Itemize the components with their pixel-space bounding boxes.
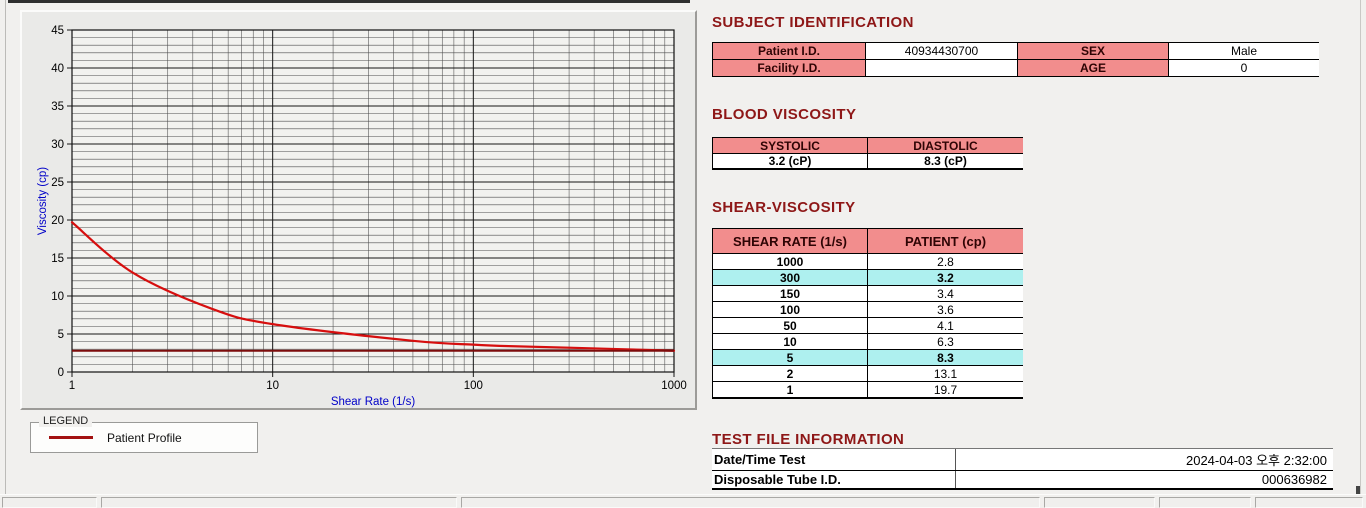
status-panel <box>461 497 1040 508</box>
left-window-edge <box>5 0 6 494</box>
age-label: AGE <box>1017 59 1168 76</box>
patient-cp-cell: 19.7 <box>867 381 1023 397</box>
legend-title: LEGEND <box>39 415 93 427</box>
shear-viscosity-chart: 0 5 10 15 20 25 30 35 40 45 1 10 100 1000 Shear Rate (… <box>37 25 687 408</box>
sex-value: Male <box>1168 42 1319 59</box>
patient-cp-header: PATIENT (cp) <box>867 228 1023 253</box>
svg-text:15: 15 <box>51 253 64 265</box>
table-row: Disposable Tube I.D. 000636982 <box>712 471 1333 488</box>
shear-row: 1 19.7 <box>712 381 1023 397</box>
shear-viscosity-table: SHEAR RATE (1/s) PATIENT (cp) 1000 2.8 300… <box>712 228 1023 399</box>
date-time-test-label: Date/Time Test <box>712 449 955 470</box>
patient-id-value: 40934430700 <box>865 42 1017 59</box>
y-axis-title: Viscosity (cp) <box>37 167 49 235</box>
svg-text:0: 0 <box>58 367 64 379</box>
systolic-value: 3.2 (cP) <box>712 153 867 168</box>
shear-rate-cell: 100 <box>712 301 867 317</box>
svg-text:25: 25 <box>51 177 64 189</box>
top-window-divider <box>8 0 690 3</box>
disposable-tube-id-label: Disposable Tube I.D. <box>712 471 955 488</box>
age-value: 0 <box>1168 59 1319 76</box>
right-edge-mark <box>1356 486 1360 494</box>
status-panel <box>101 497 457 508</box>
svg-text:10: 10 <box>266 380 279 392</box>
shear-row: 150 3.4 <box>712 285 1023 301</box>
patient-id-label: Patient I.D. <box>712 42 865 59</box>
shear-rate-cell: 1000 <box>712 253 867 269</box>
svg-text:40: 40 <box>51 63 64 75</box>
right-window-edge <box>1360 0 1361 494</box>
status-panel <box>1044 497 1155 508</box>
svg-text:45: 45 <box>51 25 64 37</box>
shear-rate-cell: 50 <box>712 317 867 333</box>
patient-cp-cell: 3.2 <box>867 269 1023 285</box>
shear-rate-header: SHEAR RATE (1/s) <box>712 228 867 253</box>
blood-viscosity-table: SYSTOLIC DIASTOLIC 3.2 (cP) 8.3 (cP) <box>712 137 1023 170</box>
status-panel <box>1159 497 1251 508</box>
patient-cp-cell: 6.3 <box>867 333 1023 349</box>
date-time-test-value: 2024-04-03 오후 2:32:00 <box>955 449 1333 470</box>
facility-id-label: Facility I.D. <box>712 59 865 76</box>
legend-series-label: Patient Profile <box>107 430 182 445</box>
shear-row: 2 13.1 <box>712 365 1023 381</box>
shear-rate-cell: 1 <box>712 381 867 397</box>
svg-text:20: 20 <box>51 215 64 227</box>
patient-cp-cell: 8.3 <box>867 349 1023 365</box>
svg-text:30: 30 <box>51 139 64 151</box>
systolic-header: SYSTOLIC <box>712 137 867 153</box>
subject-identification-heading: SUBJECT IDENTIFICATION <box>712 14 914 31</box>
shear-row: 50 4.1 <box>712 317 1023 333</box>
shear-rate-cell: 150 <box>712 285 867 301</box>
diastolic-value: 8.3 (cP) <box>867 153 1023 168</box>
shear-rate-cell: 10 <box>712 333 867 349</box>
disposable-tube-id-value: 000636982 <box>955 471 1333 488</box>
shear-viscosity-heading: SHEAR-VISCOSITY <box>712 199 856 216</box>
test-file-information-heading: TEST FILE INFORMATION <box>712 431 905 448</box>
status-bar <box>0 494 1366 508</box>
sex-label: SEX <box>1017 42 1168 59</box>
svg-text:1000: 1000 <box>661 380 687 392</box>
shear-row: 1000 2.8 <box>712 253 1023 269</box>
test-file-table: Date/Time Test 2024-04-03 오후 2:32:00 Dis… <box>712 448 1333 490</box>
patient-profile-line-swatch <box>49 436 93 439</box>
status-panel <box>1255 497 1363 508</box>
svg-text:5: 5 <box>58 329 64 341</box>
patient-cp-cell: 13.1 <box>867 365 1023 381</box>
shear-rate-cell: 2 <box>712 365 867 381</box>
diastolic-header: DIASTOLIC <box>867 137 1023 153</box>
blood-viscosity-heading: BLOOD VISCOSITY <box>712 106 857 123</box>
svg-text:35: 35 <box>51 101 64 113</box>
table-row: Date/Time Test 2024-04-03 오후 2:32:00 <box>712 449 1333 471</box>
x-axis-title: Shear Rate (1/s) <box>331 396 416 408</box>
patient-cp-cell: 2.8 <box>867 253 1023 269</box>
facility-id-value <box>865 59 1017 76</box>
legend-box: LEGEND Patient Profile <box>30 415 258 453</box>
viscosity-chart-panel: 0 5 10 15 20 25 30 35 40 45 1 10 100 1000 Shear Rate (… <box>20 10 697 410</box>
patient-cp-cell: 3.6 <box>867 301 1023 317</box>
shear-row: 100 3.6 <box>712 301 1023 317</box>
shear-row: 5 8.3 <box>712 349 1023 365</box>
shear-rate-cell: 5 <box>712 349 867 365</box>
shear-row: 300 3.2 <box>712 269 1023 285</box>
shear-rate-cell: 300 <box>712 269 867 285</box>
patient-cp-cell: 3.4 <box>867 285 1023 301</box>
status-panel <box>2 497 97 508</box>
svg-text:10: 10 <box>51 291 64 303</box>
subject-identification-table: Patient I.D. 40934430700 SEX Male Facili… <box>712 42 1319 77</box>
svg-text:1: 1 <box>69 380 75 392</box>
svg-text:100: 100 <box>464 380 483 392</box>
shear-row: 10 6.3 <box>712 333 1023 349</box>
patient-cp-cell: 4.1 <box>867 317 1023 333</box>
